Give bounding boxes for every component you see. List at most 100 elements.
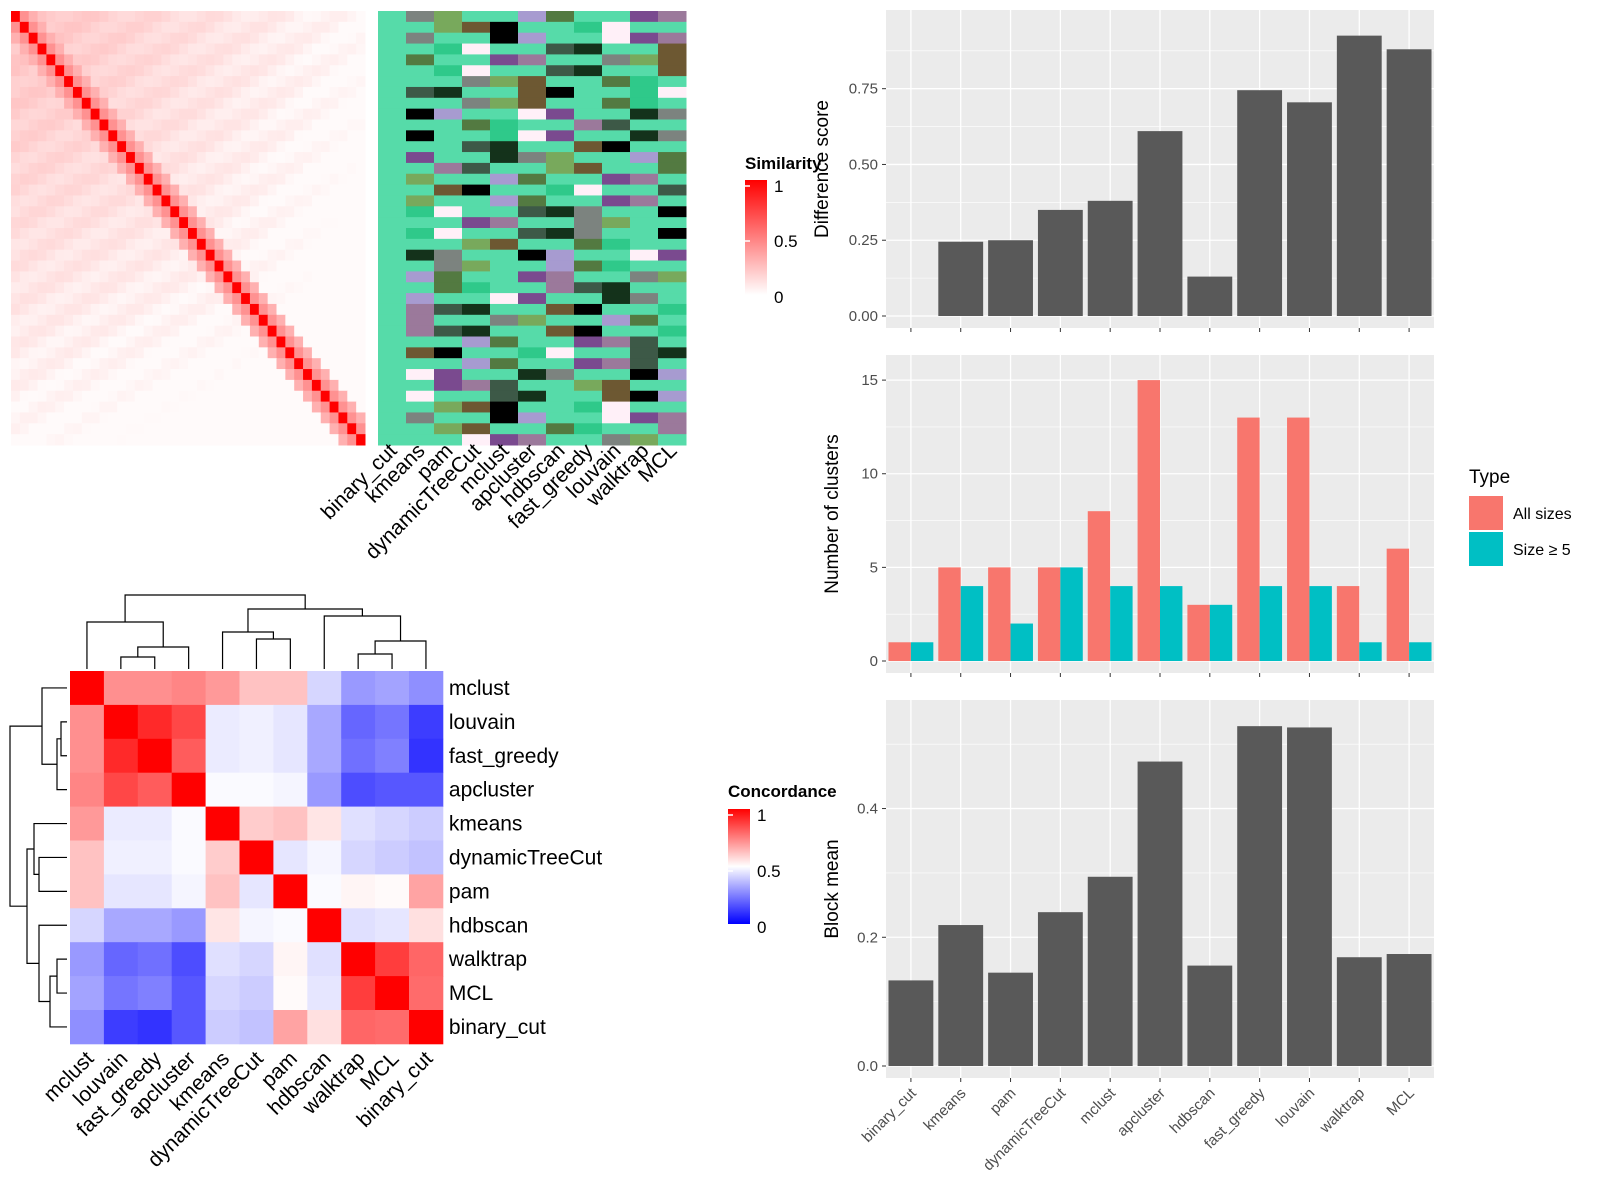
similarity-cell [321, 239, 330, 250]
legend-swatch-size-ge5 [1469, 532, 1503, 566]
annotation-cell [518, 326, 547, 337]
bar [1160, 586, 1182, 661]
similarity-cell [64, 282, 73, 293]
concordance-cell [307, 807, 341, 841]
annotation-cell [602, 315, 631, 326]
similarity-cell [11, 423, 20, 434]
concordance-cell [375, 942, 409, 976]
similarity-cell [197, 402, 206, 413]
similarity-cell [277, 282, 286, 293]
annotation-cell [462, 44, 491, 55]
annotation-cell [462, 423, 491, 434]
type-legend-title: Type [1469, 467, 1510, 488]
similarity-cell [330, 44, 339, 55]
annotation-cell [602, 412, 631, 423]
annotation-cell [546, 282, 575, 293]
similarity-cell [135, 109, 144, 120]
concordance-cell [104, 908, 138, 942]
similarity-cell [91, 293, 100, 304]
similarity-cell [161, 347, 170, 358]
column-dendrogram [256, 639, 290, 669]
similarity-cell [82, 87, 91, 98]
similarity-cell [330, 54, 339, 65]
concordance-cell [341, 908, 375, 942]
similarity-cell [259, 152, 268, 163]
similarity-cell [179, 11, 188, 22]
annotation-cell [434, 130, 463, 141]
similarity-cell [46, 358, 55, 369]
similarity-cell [232, 54, 241, 65]
similarity-cell [356, 423, 365, 434]
similarity-cell [117, 152, 126, 163]
concordance-heatmap-panel: mclustmclustlouvainlouvainfast_greedyfas… [10, 595, 602, 1172]
similarity-cell [38, 54, 47, 65]
annotation-cell [602, 141, 631, 152]
similarity-cell [250, 304, 259, 315]
bar [1237, 726, 1282, 1066]
similarity-cell [241, 195, 250, 206]
annotation-cell [406, 87, 435, 98]
similarity-cell [29, 293, 38, 304]
similarity-cell [100, 174, 109, 185]
similarity-cell [277, 369, 286, 380]
concordance-cell [307, 773, 341, 807]
similarity-cell [241, 347, 250, 358]
similarity-cell [330, 369, 339, 380]
similarity-cell [347, 228, 356, 239]
similarity-cell [179, 87, 188, 98]
similarity-cell [20, 282, 29, 293]
annotation-cell [602, 33, 631, 44]
similarity-cell [91, 315, 100, 326]
annotation-cell [378, 228, 407, 239]
annotation-cell [434, 380, 463, 391]
annotation-cell [406, 22, 435, 33]
similarity-cell [38, 293, 47, 304]
similarity-cell [215, 315, 224, 326]
annotation-cell [574, 109, 603, 120]
similarity-cell [55, 391, 64, 402]
similarity-cell [356, 130, 365, 141]
similarity-cell [347, 402, 356, 413]
similarity-cell [321, 120, 330, 131]
similarity-cell [330, 98, 339, 109]
similarity-cell [338, 326, 347, 337]
similarity-cell [197, 250, 206, 261]
similarity-cell [250, 141, 259, 152]
annotation-cell [602, 358, 631, 369]
similarity-cell [285, 391, 294, 402]
similarity-cell [356, 206, 365, 217]
similarity-cell [294, 206, 303, 217]
similarity-cell [64, 380, 73, 391]
similarity-cell [268, 315, 277, 326]
annotation-cell [434, 239, 463, 250]
similarity-cell [11, 337, 20, 348]
similarity-cell [277, 33, 286, 44]
annotation-cell [658, 228, 687, 239]
similarity-cell [285, 250, 294, 261]
similarity-cell [197, 282, 206, 293]
similarity-cell [126, 76, 135, 87]
similarity-cell [117, 120, 126, 131]
similarity-cell [330, 293, 339, 304]
similarity-cell [73, 239, 82, 250]
row-dendrogram [57, 739, 67, 790]
annotation-cell [574, 412, 603, 423]
annotation-cell [406, 76, 435, 87]
bar [1088, 201, 1133, 316]
similarity-cell [241, 434, 250, 445]
similarity-cell [161, 163, 170, 174]
similarity-cell [20, 141, 29, 152]
similarity-cell [73, 120, 82, 131]
similarity-cell [91, 423, 100, 434]
annotation-cell [574, 228, 603, 239]
similarity-cell [82, 206, 91, 217]
annotation-cell [462, 228, 491, 239]
similarity-cell [144, 130, 153, 141]
similarity-cell [108, 163, 117, 174]
annotation-cell [546, 271, 575, 282]
similarity-cell [303, 391, 312, 402]
similarity-cell [64, 412, 73, 423]
similarity-cell [268, 358, 277, 369]
similarity-cell [117, 98, 126, 109]
similarity-cell [330, 402, 339, 413]
